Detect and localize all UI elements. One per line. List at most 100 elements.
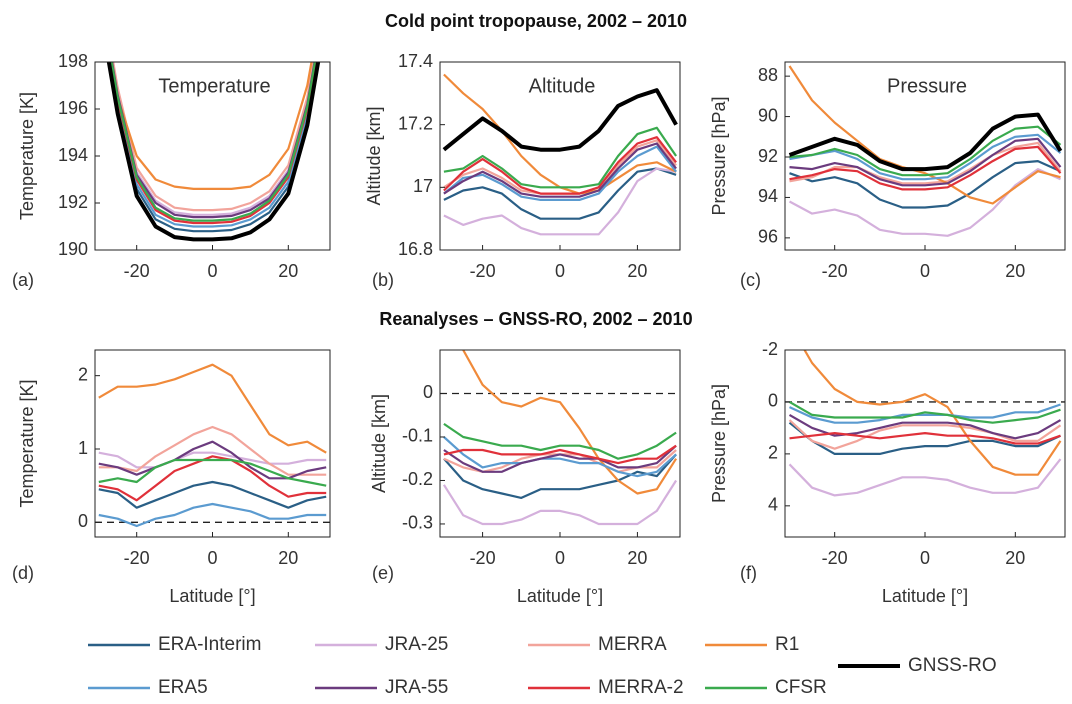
x-tick-label: -20 bbox=[124, 261, 150, 281]
plot-area bbox=[785, 350, 1065, 497]
y-tick-label: 16.8 bbox=[398, 239, 433, 259]
series-line bbox=[788, 458, 1062, 497]
y-tick-label: 190 bbox=[58, 239, 88, 259]
plot-area bbox=[106, 62, 321, 242]
series-line bbox=[110, 62, 317, 222]
panel-label: (d) bbox=[12, 563, 34, 583]
series-line bbox=[789, 137, 1062, 187]
y-tick-label: 2 bbox=[768, 443, 778, 463]
series-line bbox=[789, 160, 1061, 209]
panel-label: (e) bbox=[372, 563, 394, 583]
axes-box bbox=[439, 349, 681, 538]
series-line bbox=[788, 413, 1062, 440]
y-tick-label: 92 bbox=[758, 146, 778, 166]
series-line bbox=[789, 133, 1062, 181]
series-line bbox=[789, 125, 1062, 177]
x-tick-label: 20 bbox=[627, 548, 647, 568]
y-axis-label: Temperature [K] bbox=[17, 379, 37, 507]
y-tick-label: 90 bbox=[758, 105, 778, 125]
series-line bbox=[443, 145, 677, 201]
series-line bbox=[443, 142, 677, 198]
series-line bbox=[443, 167, 677, 236]
x-axis-label: Latitude [°] bbox=[517, 586, 603, 606]
x-tick-label: -20 bbox=[822, 548, 848, 568]
x-tick-label: -20 bbox=[822, 261, 848, 281]
series-line bbox=[788, 168, 1061, 237]
legend-label: GNSS-RO bbox=[908, 655, 997, 676]
series-line bbox=[106, 62, 321, 242]
series-line bbox=[98, 363, 327, 454]
section-title: Cold point tropopause, 2002 – 2010 bbox=[385, 11, 687, 31]
series-line bbox=[788, 400, 1061, 424]
panel-label: (a) bbox=[12, 270, 34, 290]
x-tick-label: 20 bbox=[278, 261, 298, 281]
y-tick-label: 96 bbox=[758, 227, 778, 247]
y-axis-label: Temperature [K] bbox=[17, 92, 37, 220]
series-line bbox=[443, 422, 677, 460]
series-line bbox=[788, 112, 1063, 172]
series-line bbox=[788, 419, 1062, 450]
series-line bbox=[443, 444, 677, 473]
y-tick-label: 17.2 bbox=[398, 113, 433, 133]
series-line bbox=[112, 62, 315, 212]
series-line bbox=[789, 403, 1061, 424]
plot-area bbox=[95, 363, 330, 528]
x-tick-label: 0 bbox=[207, 261, 217, 281]
y-tick-label: 0 bbox=[423, 382, 433, 402]
x-tick-label: 20 bbox=[1005, 548, 1025, 568]
y-tick-label: 17.4 bbox=[398, 51, 433, 71]
x-tick-label: -20 bbox=[470, 261, 496, 281]
legend-label: ERA-Interim bbox=[158, 634, 261, 655]
plot-area bbox=[788, 65, 1063, 237]
y-tick-label: 17 bbox=[413, 176, 433, 196]
y-tick-label: 194 bbox=[58, 145, 88, 165]
series-line bbox=[803, 350, 1062, 476]
series-line bbox=[98, 480, 327, 509]
series-line bbox=[109, 62, 318, 228]
y-tick-label: 88 bbox=[758, 65, 778, 85]
plot-area bbox=[442, 73, 678, 236]
series-line bbox=[788, 65, 1061, 205]
series-line bbox=[443, 453, 677, 499]
series-line bbox=[98, 455, 327, 502]
x-axis-label: Latitude [°] bbox=[882, 586, 968, 606]
section-title: Reanalyses – GNSS-RO, 2002 – 2010 bbox=[379, 309, 692, 329]
series-line bbox=[98, 425, 327, 476]
x-tick-label: 20 bbox=[627, 261, 647, 281]
legend-label: JRA-55 bbox=[385, 677, 448, 698]
x-tick-label: 20 bbox=[1005, 261, 1025, 281]
panel-annotation: Altitude bbox=[529, 75, 596, 97]
series-line bbox=[789, 141, 1062, 185]
y-axis-label: Pressure [hPa] bbox=[709, 384, 729, 503]
series-line bbox=[442, 88, 678, 152]
x-tick-label: -20 bbox=[470, 548, 496, 568]
y-tick-label: 198 bbox=[58, 51, 88, 71]
y-tick-label: -0.1 bbox=[402, 426, 433, 446]
y-tick-label: -0.3 bbox=[402, 513, 433, 533]
series-line bbox=[789, 432, 1061, 445]
x-tick-label: 0 bbox=[920, 261, 930, 281]
plot-area bbox=[440, 350, 680, 526]
x-tick-label: 0 bbox=[555, 548, 565, 568]
y-tick-label: 94 bbox=[758, 186, 778, 206]
series-line bbox=[98, 451, 327, 469]
legend-label: MERRA bbox=[598, 634, 667, 655]
x-axis-label: Latitude [°] bbox=[169, 586, 255, 606]
series-line bbox=[110, 62, 317, 225]
legend-label: JRA-25 bbox=[385, 634, 448, 655]
y-axis-label: Altitude [km] bbox=[369, 394, 389, 493]
y-tick-label: 0 bbox=[78, 511, 88, 531]
series-line bbox=[98, 458, 327, 487]
x-tick-label: 20 bbox=[278, 548, 298, 568]
x-tick-label: 0 bbox=[920, 548, 930, 568]
panel-label: (c) bbox=[740, 270, 761, 290]
legend-label: ERA5 bbox=[158, 677, 208, 698]
series-line bbox=[442, 479, 678, 526]
y-tick-label: -0.2 bbox=[402, 469, 433, 489]
legend-label: CFSR bbox=[775, 677, 827, 698]
y-tick-label: 196 bbox=[58, 98, 88, 118]
series-line bbox=[788, 421, 1061, 455]
x-tick-label: -20 bbox=[124, 548, 150, 568]
y-tick-label: 4 bbox=[768, 495, 778, 515]
y-axis-label: Pressure [hPa] bbox=[709, 96, 729, 215]
